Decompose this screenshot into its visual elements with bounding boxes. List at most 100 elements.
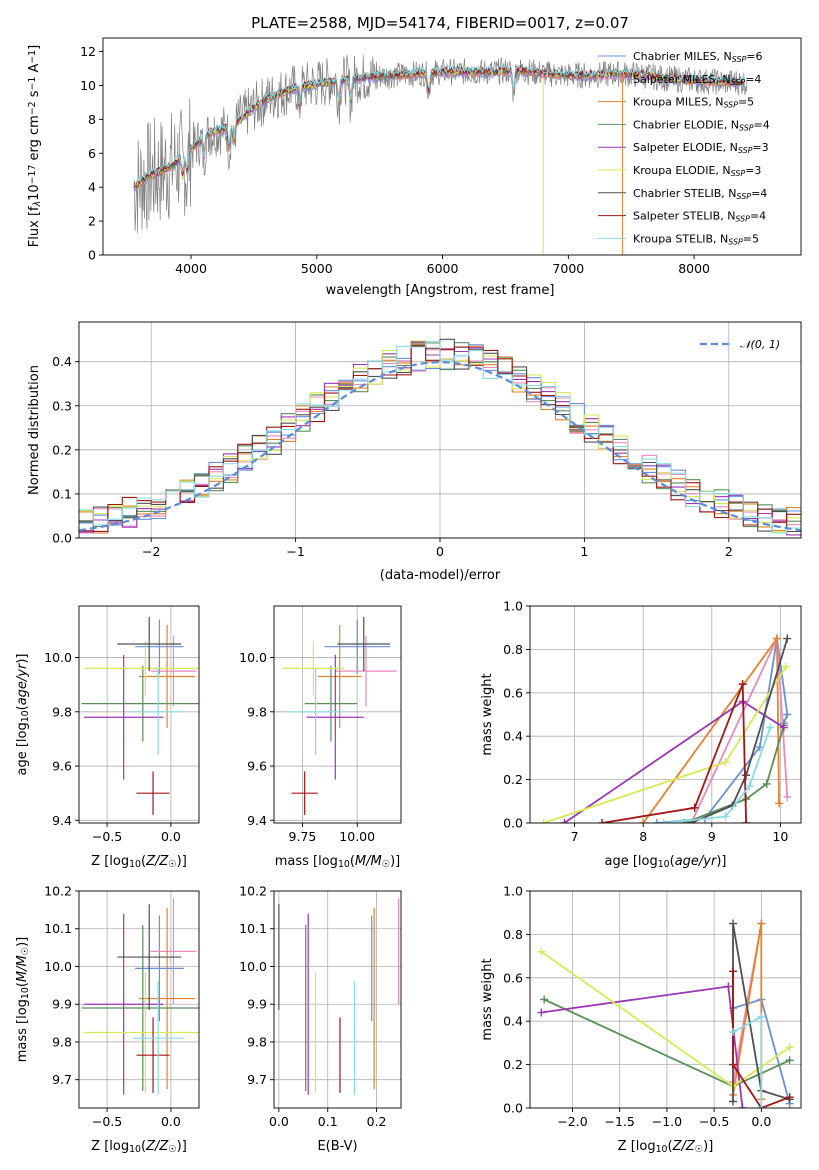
age-vs-mass-plot-area	[274, 606, 401, 823]
legend-entry-chabrier-miles: Chabrier MILES, NSSP=6	[633, 50, 763, 64]
y-tick-label: 9.7	[247, 1072, 267, 1087]
y-tick-label: 0.6	[503, 685, 523, 700]
weight-marker-salpeter-stelib	[729, 1060, 738, 1069]
y-tick-label: 8	[88, 112, 96, 127]
axes-frame	[273, 890, 402, 1109]
weight-marker-chabrier-elodie	[785, 1056, 794, 1065]
weight-marker-kroupa-stelib	[659, 819, 668, 823]
legend-entry-chabrier-elodie: Chabrier ELODIE, NSSP=4	[633, 118, 770, 132]
x-tick-label: −1	[286, 544, 304, 559]
weight-line-salpeter-stelib	[601, 683, 747, 823]
x-tick-label: 8	[639, 829, 647, 844]
residual-hist-kroupa-elodie	[79, 343, 801, 533]
weight-marker-kroupa-stelib	[766, 723, 775, 732]
x-tick-label: 10.00	[339, 829, 375, 844]
mass-vs-z-panel: −0.5 0.0 9.7 9.8 9.9 10.0 10.1 10.2 Z [log10(Z/Z…	[15, 884, 200, 1155]
x-tick-label: 9.75	[289, 829, 317, 844]
x-tick-label: 2	[725, 544, 733, 559]
x-tick-label: −1.0	[652, 1114, 682, 1129]
weight-marker-salpeter-miles	[783, 792, 792, 801]
y-tick-label: 0	[88, 248, 96, 263]
y-tick-label: 0.4	[503, 729, 523, 744]
axes-frame	[273, 605, 402, 824]
mass-vs-z-y-label: mass [log10(M/M☉)]	[15, 937, 31, 1063]
legend-entry-kroupa-stelib: Kroupa STELIB, NSSP=5	[633, 232, 759, 246]
spectrum-legend: Chabrier MILES, NSSP=6 Salpeter MILES, NS…	[598, 50, 770, 246]
weight-marker-kroupa-stelib	[729, 1028, 738, 1037]
x-tick-label: 6000	[427, 261, 459, 276]
weight-marker-salpeter-elodie	[537, 1008, 546, 1017]
spectrum-plot-area	[133, 54, 748, 255]
axes-frame	[102, 37, 802, 256]
weight-marker-salpeter-elodie	[779, 723, 788, 732]
age-vs-z-plot-area	[79, 606, 199, 823]
weight-marker-kroupa-stelib	[745, 782, 754, 791]
residuals-panel: −2 −1 0 1 2 0.0 0.1 0.2 0.3 0.4 𝒩(0, 1) (data-model…	[27, 321, 802, 583]
weight-marker-kroupa-elodie	[785, 1043, 794, 1052]
y-tick-label: 0.0	[52, 531, 72, 546]
x-tick-label: 0.0	[751, 1114, 771, 1129]
x-tick-label: 10	[772, 829, 788, 844]
mass-vs-z-plot-area	[79, 891, 199, 1108]
y-tick-label: 10.0	[44, 959, 72, 974]
y-tick-label: 9.9	[247, 997, 267, 1012]
weight-marker-kroupa-elodie	[781, 662, 790, 671]
weight-vs-age-x-label: age [log10(age/yr)]	[604, 854, 726, 870]
x-tick-label: −1.5	[605, 1114, 635, 1129]
mass-vs-ebv-x-label: E(B-V)	[317, 1139, 357, 1154]
age-vs-mass-panel: 9.75 10.00 9.4 9.6 9.8 10.0 mass [log10(M/M☉)]	[239, 605, 402, 870]
normal-curve	[79, 360, 801, 532]
weight-vs-z-panel: −2.0 −1.5 −1.0 −0.5 0.0 0.0 0.2 0.4 0.6 0.8 1.0 Z […	[480, 884, 802, 1155]
y-tick-label: 12	[80, 44, 96, 59]
y-tick-label: 10.2	[239, 884, 267, 899]
x-tick-label: 0.0	[269, 1114, 289, 1129]
x-tick-label: 8000	[678, 261, 710, 276]
y-tick-label: 10.2	[44, 884, 72, 899]
y-tick-label: 9.6	[247, 759, 267, 774]
weight-vs-z-y-label: mass weight	[480, 958, 495, 1040]
weight-marker-salpeter-elodie	[724, 982, 733, 991]
x-tick-label: −2	[142, 544, 160, 559]
weight-line-chabrier-elodie	[684, 725, 785, 823]
y-tick-label: 9.6	[52, 759, 72, 774]
x-tick-label: 0.1	[318, 1114, 338, 1129]
spectrum-x-label: wavelength [Angstrom, rest frame]	[326, 283, 555, 298]
weight-marker-kroupa-elodie	[539, 819, 548, 823]
legend-entry-salpeter-elodie: Salpeter ELODIE, NSSP=3	[633, 141, 769, 155]
y-tick-label: 9.9	[52, 997, 72, 1012]
y-tick-label: 10.0	[239, 959, 267, 974]
y-tick-label: 0.1	[52, 486, 72, 501]
weight-marker-salpeter-stelib	[598, 819, 607, 823]
y-tick-label: 0.0	[503, 1101, 523, 1116]
weight-marker-salpeter-stelib	[785, 1093, 794, 1102]
weight-marker-chabrier-stelib	[729, 1097, 738, 1106]
model-spectrum-kroupa-stelib	[134, 64, 745, 186]
residuals-y-label: Normed distribution	[27, 365, 42, 495]
weight-marker-kroupa-elodie	[537, 947, 546, 956]
weight-marker-chabrier-elodie	[540, 995, 549, 1004]
y-tick-label: 1.0	[503, 884, 523, 899]
weight-line-salpeter-stelib	[732, 971, 791, 1108]
weight-marker-chabrier-miles	[783, 710, 792, 719]
legend-entry-chabrier-stelib: Chabrier STELIB, NSSP=4	[633, 187, 767, 201]
y-tick-label: 0.2	[503, 1057, 523, 1072]
x-tick-label: −0.5	[92, 829, 122, 844]
y-tick-label: 0.6	[503, 970, 523, 985]
spectrum-panel: 4000 5000 6000 7000 8000 0 2 4 6 8 10 12 Chabrier MI…	[27, 14, 802, 298]
y-tick-label: 10.1	[44, 921, 72, 936]
legend-entry-salpeter-miles: Salpeter MILES, NSSP=4	[633, 73, 761, 87]
legend-entry-kroupa-miles: Kroupa MILES, NSSP=5	[633, 96, 754, 110]
weight-marker-salpeter-stelib	[690, 803, 699, 812]
axes-frame	[529, 605, 802, 824]
weight-marker-kroupa-stelib	[757, 1012, 766, 1021]
axes-frame	[78, 890, 200, 1109]
x-tick-label: 4000	[175, 261, 207, 276]
x-tick-label: 7	[571, 829, 579, 844]
x-tick-label: −2.0	[557, 1114, 587, 1129]
weight-vs-age-y-label: mass weight	[480, 673, 495, 755]
x-tick-label: 5000	[301, 261, 333, 276]
age-vs-mass-x-label: mass [log10(M/M☉)]	[275, 854, 401, 870]
weight-vs-age-panel: 7 8 9 10 0.0 0.2 0.4 0.6 0.8 1.0 age [log10(age/yr…	[480, 599, 802, 870]
x-tick-label: 0	[436, 544, 444, 559]
